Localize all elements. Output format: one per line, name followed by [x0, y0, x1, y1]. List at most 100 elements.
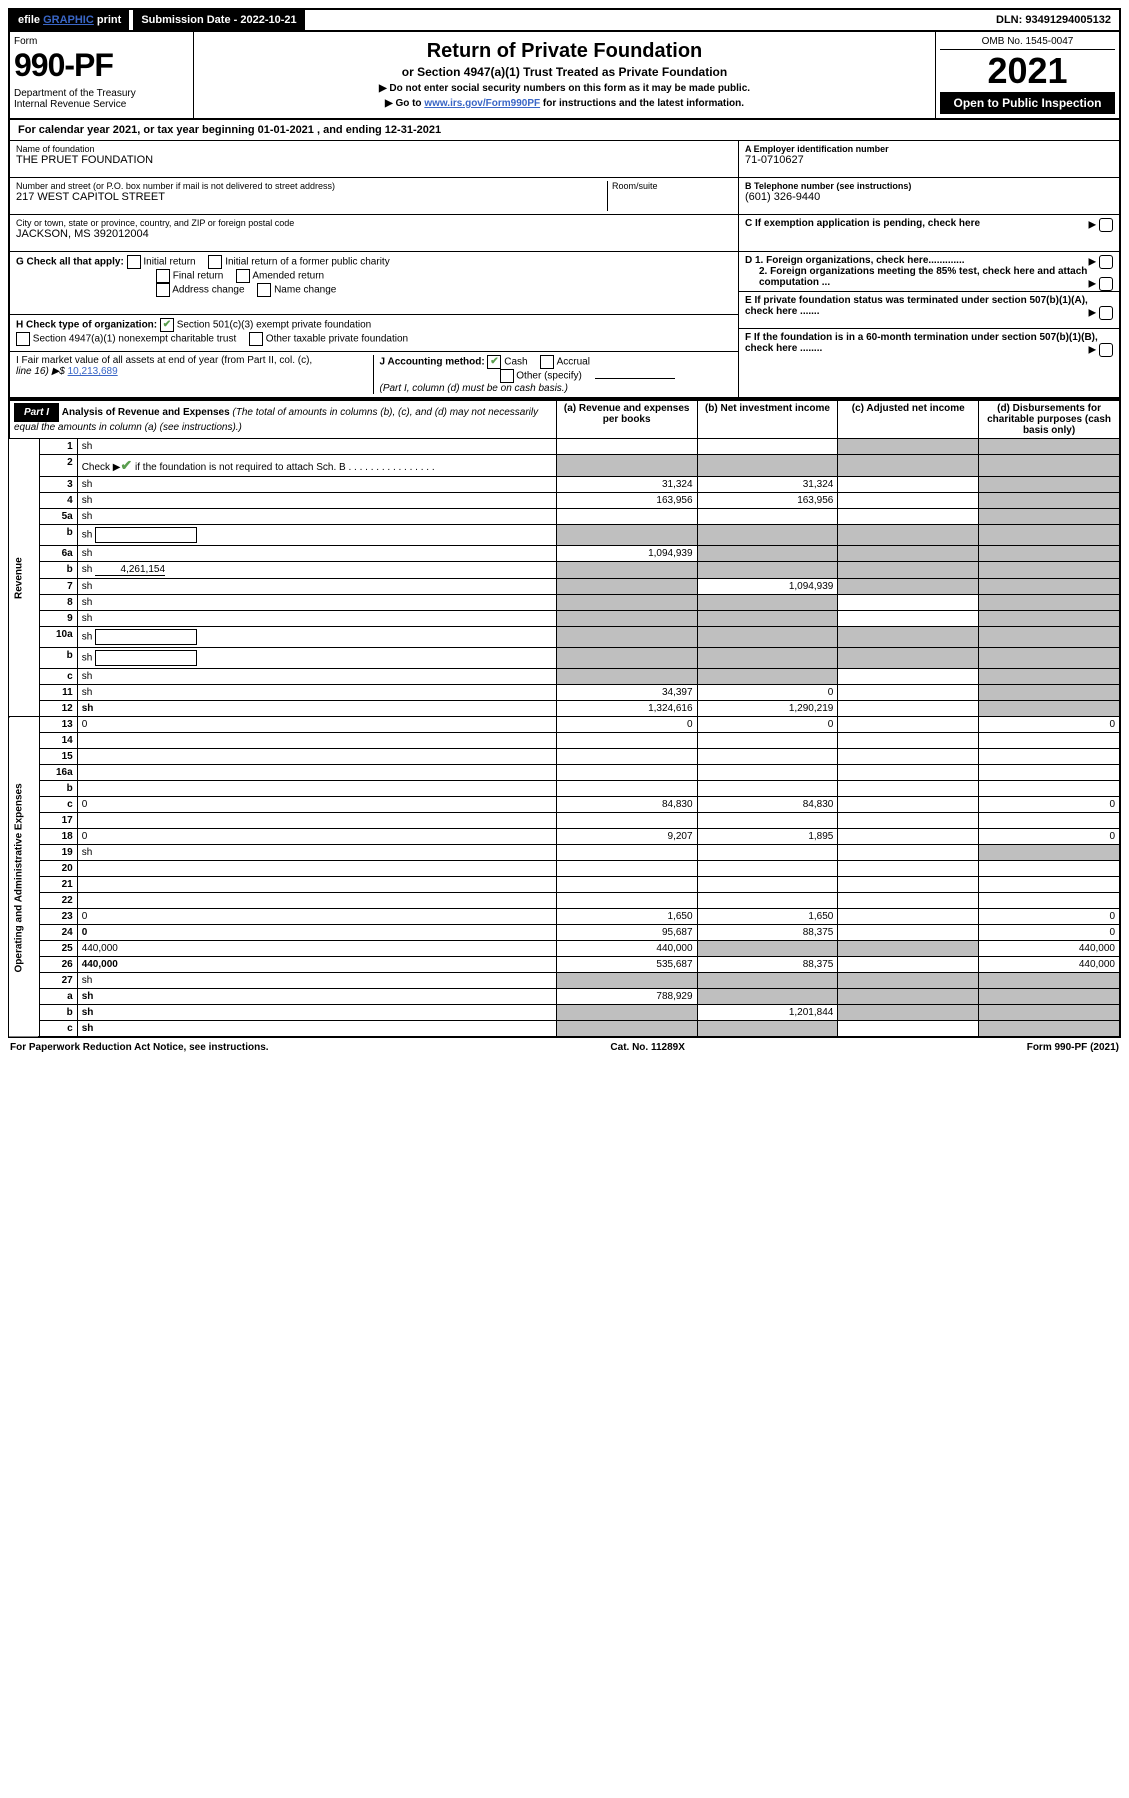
chk-address[interactable]: [156, 283, 170, 297]
cell-value: 1,094,939: [697, 579, 838, 595]
cell-value: [979, 733, 1120, 749]
chk-4947[interactable]: [16, 332, 30, 346]
row-number: b: [39, 525, 77, 546]
row-number: 1: [39, 439, 77, 455]
cell-shaded: [979, 669, 1120, 685]
row-number: 24: [39, 925, 77, 941]
cell-value: 1,290,219: [697, 701, 838, 717]
opt-other-method: Other (specify): [516, 371, 582, 382]
j-note: (Part I, column (d) must be on cash basi…: [380, 383, 568, 394]
row-desc: sh: [77, 611, 556, 627]
phone-value: (601) 326-9440: [745, 191, 1113, 203]
form-subtitle: or Section 4947(a)(1) Trust Treated as P…: [200, 65, 929, 79]
cell-value: 0: [979, 797, 1120, 813]
table-row: Operating and Administrative Expenses130…: [9, 717, 1120, 733]
table-row: 12sh1,324,6161,290,219: [9, 701, 1120, 717]
row-desc: 0: [77, 909, 556, 925]
chk-initial[interactable]: [127, 255, 141, 269]
cell-value: 1,094,939: [556, 546, 697, 562]
cell-shaded: [979, 701, 1120, 717]
col-c-header: (c) Adjusted net income: [838, 400, 979, 439]
opt-501c3: Section 501(c)(3) exempt private foundat…: [177, 320, 372, 331]
cell-value: [697, 509, 838, 525]
ein-cell: A Employer identification number 71-0710…: [739, 141, 1119, 178]
cell-value: [838, 765, 979, 781]
table-row: 22: [9, 893, 1120, 909]
row-number: c: [39, 1021, 77, 1038]
row-number: 20: [39, 861, 77, 877]
chk-501c3[interactable]: ✔: [160, 318, 174, 332]
row-desc: sh: [77, 669, 556, 685]
chk-f[interactable]: [1099, 343, 1113, 357]
row-desc: sh: [77, 493, 556, 509]
part1-table: Part I Analysis of Revenue and Expenses …: [8, 399, 1121, 1038]
row-number: a: [39, 989, 77, 1005]
cell-value: 0: [979, 909, 1120, 925]
cell-shaded: [838, 627, 979, 648]
cell-shaded: [697, 973, 838, 989]
fmv-value[interactable]: 10,213,689: [68, 366, 118, 377]
cell-shaded: [979, 845, 1120, 861]
chk-initial-former[interactable]: [208, 255, 222, 269]
row-number: 10a: [39, 627, 77, 648]
cell-value: 1,201,844: [697, 1005, 838, 1021]
row-number: 3: [39, 477, 77, 493]
chk-accrual[interactable]: [540, 355, 554, 369]
cell-value: [979, 893, 1120, 909]
cell-shaded: [838, 546, 979, 562]
row-number: 22: [39, 893, 77, 909]
row-desc: [77, 861, 556, 877]
chk-e[interactable]: [1099, 306, 1113, 320]
row-number: 18: [39, 829, 77, 845]
opt-name: Name change: [274, 285, 336, 296]
room-label: Room/suite: [612, 181, 732, 191]
row-desc: sh: [77, 595, 556, 611]
chk-amended[interactable]: [236, 269, 250, 283]
cell-value: 0: [697, 717, 838, 733]
chk-d1[interactable]: [1099, 255, 1113, 269]
cell-value: 440,000: [979, 957, 1120, 973]
chk-d2[interactable]: [1099, 277, 1113, 291]
chk-c[interactable]: [1099, 218, 1113, 232]
opt-cash: Cash: [504, 357, 527, 368]
row-desc: 0: [77, 829, 556, 845]
chk-final[interactable]: [156, 269, 170, 283]
cell-shaded: [979, 439, 1120, 455]
footer-mid: Cat. No. 11289X: [610, 1042, 684, 1053]
table-row: 7sh1,094,939: [9, 579, 1120, 595]
chk-other-method[interactable]: [500, 369, 514, 383]
col-a-header: (a) Revenue and expenses per books: [556, 400, 697, 439]
irs-link[interactable]: www.irs.gov/Form990PF: [424, 98, 540, 109]
cell-shaded: [556, 669, 697, 685]
opt-initial-former: Initial return of a former public charit…: [225, 257, 390, 268]
cell-shaded: [979, 989, 1120, 1005]
cell-value: [838, 595, 979, 611]
cell-value: [979, 877, 1120, 893]
cell-value: [838, 1021, 979, 1038]
row-desc: [77, 893, 556, 909]
row-desc: sh: [77, 509, 556, 525]
cell-value: [556, 813, 697, 829]
cell-value: [838, 781, 979, 797]
h-cell: H Check type of organization: ✔ Section …: [10, 315, 738, 352]
row-desc: [77, 813, 556, 829]
cell-value: [697, 813, 838, 829]
cell-value: [556, 861, 697, 877]
part1-header: Part I: [14, 403, 59, 422]
cell-value: 440,000: [979, 941, 1120, 957]
table-row: 15: [9, 749, 1120, 765]
row-number: 26: [39, 957, 77, 973]
opt-amended: Amended return: [252, 271, 324, 282]
chk-name[interactable]: [257, 283, 271, 297]
row-number: 16a: [39, 765, 77, 781]
chk-other-tax[interactable]: [249, 332, 263, 346]
cell-value: 788,929: [556, 989, 697, 1005]
graphic-link[interactable]: GRAPHIC: [43, 14, 94, 26]
row-desc: sh: [77, 973, 556, 989]
chk-cash[interactable]: ✔: [487, 355, 501, 369]
cell-shaded: [979, 1005, 1120, 1021]
row-desc: sh: [77, 546, 556, 562]
cell-shaded: [697, 648, 838, 669]
table-row: 3sh31,32431,324: [9, 477, 1120, 493]
e-text: E If private foundation status was termi…: [745, 295, 1088, 317]
